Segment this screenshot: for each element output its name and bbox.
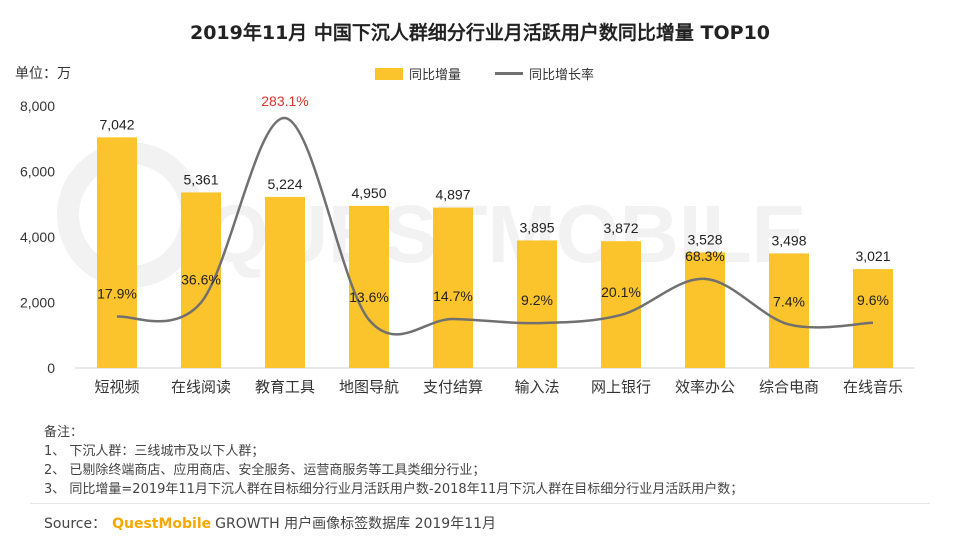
legend-line-label: 同比增长率 xyxy=(529,68,595,83)
divider xyxy=(30,503,930,504)
x-tick-label: 地图导航 xyxy=(339,378,399,396)
rate-labels: 17.9% 36.6% 283.1% 13.6% 14.7% 9.2% 20.1% 68.3%… xyxy=(97,93,889,309)
chart-title: 2019年11月 中国下沉人群细分行业月活跃用户数同比增量 TOP10 xyxy=(189,22,771,44)
source-line: Source： QuestMobile GROWTH 用户画像标签数据库 2019年… xyxy=(44,513,496,533)
rate-value-label: 283.1% xyxy=(261,93,308,109)
x-tick-label: 综合电商 xyxy=(759,378,819,396)
source-text: GROWTH 用户画像标签数据库 2019年11月 xyxy=(215,516,497,532)
rate-value-label: 68.3% xyxy=(685,248,725,264)
bar xyxy=(265,196,305,368)
y-tick-label: 4,000 xyxy=(20,229,55,245)
bar-value-label: 3,872 xyxy=(603,220,638,236)
legend: 同比增量 同比增长率 xyxy=(375,64,594,83)
legend-bar-label: 同比增量 xyxy=(409,68,462,83)
rate-value-label: 14.7% xyxy=(433,288,473,304)
legend-line-swatch xyxy=(495,72,524,75)
note-2: 2、 已剔除终端商店、应用商店、安全服务、运营商服务等工具类细分行业； xyxy=(44,463,486,478)
notes-heading: 备注： xyxy=(44,425,84,440)
bar-value-label: 5,361 xyxy=(183,171,218,187)
rate-value-label: 20.1% xyxy=(601,284,641,300)
x-axis-labels: 短视频 在线阅读 教育工具 地图导航 支付结算 输入法 网上银行 效率办公 综合电商 在线音乐 xyxy=(94,378,903,396)
bar-value-label: 3,528 xyxy=(687,231,722,247)
bar xyxy=(685,252,725,368)
rate-value-label: 17.9% xyxy=(97,286,137,302)
note-1: 1、 下沉人群：三线城市及以下人群； xyxy=(44,444,265,459)
bar xyxy=(601,241,641,368)
unit-label: 单位：万 xyxy=(15,66,71,82)
bar-value-label: 5,224 xyxy=(267,176,302,192)
bar xyxy=(97,137,137,368)
bar-value-label: 7,042 xyxy=(99,116,134,132)
rate-value-label: 9.6% xyxy=(857,292,889,308)
y-tick-label: 2,000 xyxy=(20,295,55,311)
x-tick-label: 效率办公 xyxy=(675,378,735,396)
y-tick-label: 8,000 xyxy=(20,98,55,114)
y-tick-label: 0 xyxy=(47,360,55,376)
rate-value-label: 36.6% xyxy=(181,272,221,288)
bar xyxy=(769,253,809,368)
notes: 备注： 1、 下沉人群：三线城市及以下人群； 2、 已剔除终端商店、应用商店、安… xyxy=(44,423,743,499)
x-tick-label: 短视频 xyxy=(94,378,139,396)
x-tick-label: 支付结算 xyxy=(423,378,483,396)
note-3: 3、 同比增量=2019年11月下沉人群在目标细分行业月活跃用户数-2018年1… xyxy=(44,482,744,497)
rate-value-label: 9.2% xyxy=(521,292,553,308)
bar xyxy=(433,207,473,368)
bar xyxy=(517,240,557,368)
y-tick-label: 6,000 xyxy=(20,164,55,180)
bar-value-label: 3,895 xyxy=(519,219,554,235)
bar xyxy=(853,269,893,368)
source-label: Source： xyxy=(44,516,107,532)
bar-labels: 7,042 5,361 5,224 4,950 4,897 3,895 3,872 3,528… xyxy=(99,116,890,264)
rate-value-label: 13.6% xyxy=(349,289,389,305)
x-tick-label: 网上银行 xyxy=(591,378,651,396)
bar-value-label: 4,897 xyxy=(435,187,470,203)
x-tick-label: 输入法 xyxy=(514,378,559,396)
source-brand: QuestMobile xyxy=(112,516,212,532)
bar xyxy=(349,205,389,368)
x-tick-label: 在线阅读 xyxy=(171,378,231,396)
x-tick-label: 在线音乐 xyxy=(843,378,903,396)
bars xyxy=(97,137,893,368)
bar-value-label: 4,950 xyxy=(351,185,386,201)
bar-value-label: 3,498 xyxy=(771,232,806,248)
legend-bar-swatch xyxy=(375,67,403,80)
rate-value-label: 7.4% xyxy=(773,293,805,309)
bar-value-label: 3,021 xyxy=(855,248,890,264)
growth-rate-line xyxy=(116,116,874,336)
x-tick-label: 教育工具 xyxy=(255,378,315,396)
y-axis: 0 2,000 4,000 6,000 8,000 xyxy=(20,98,55,376)
